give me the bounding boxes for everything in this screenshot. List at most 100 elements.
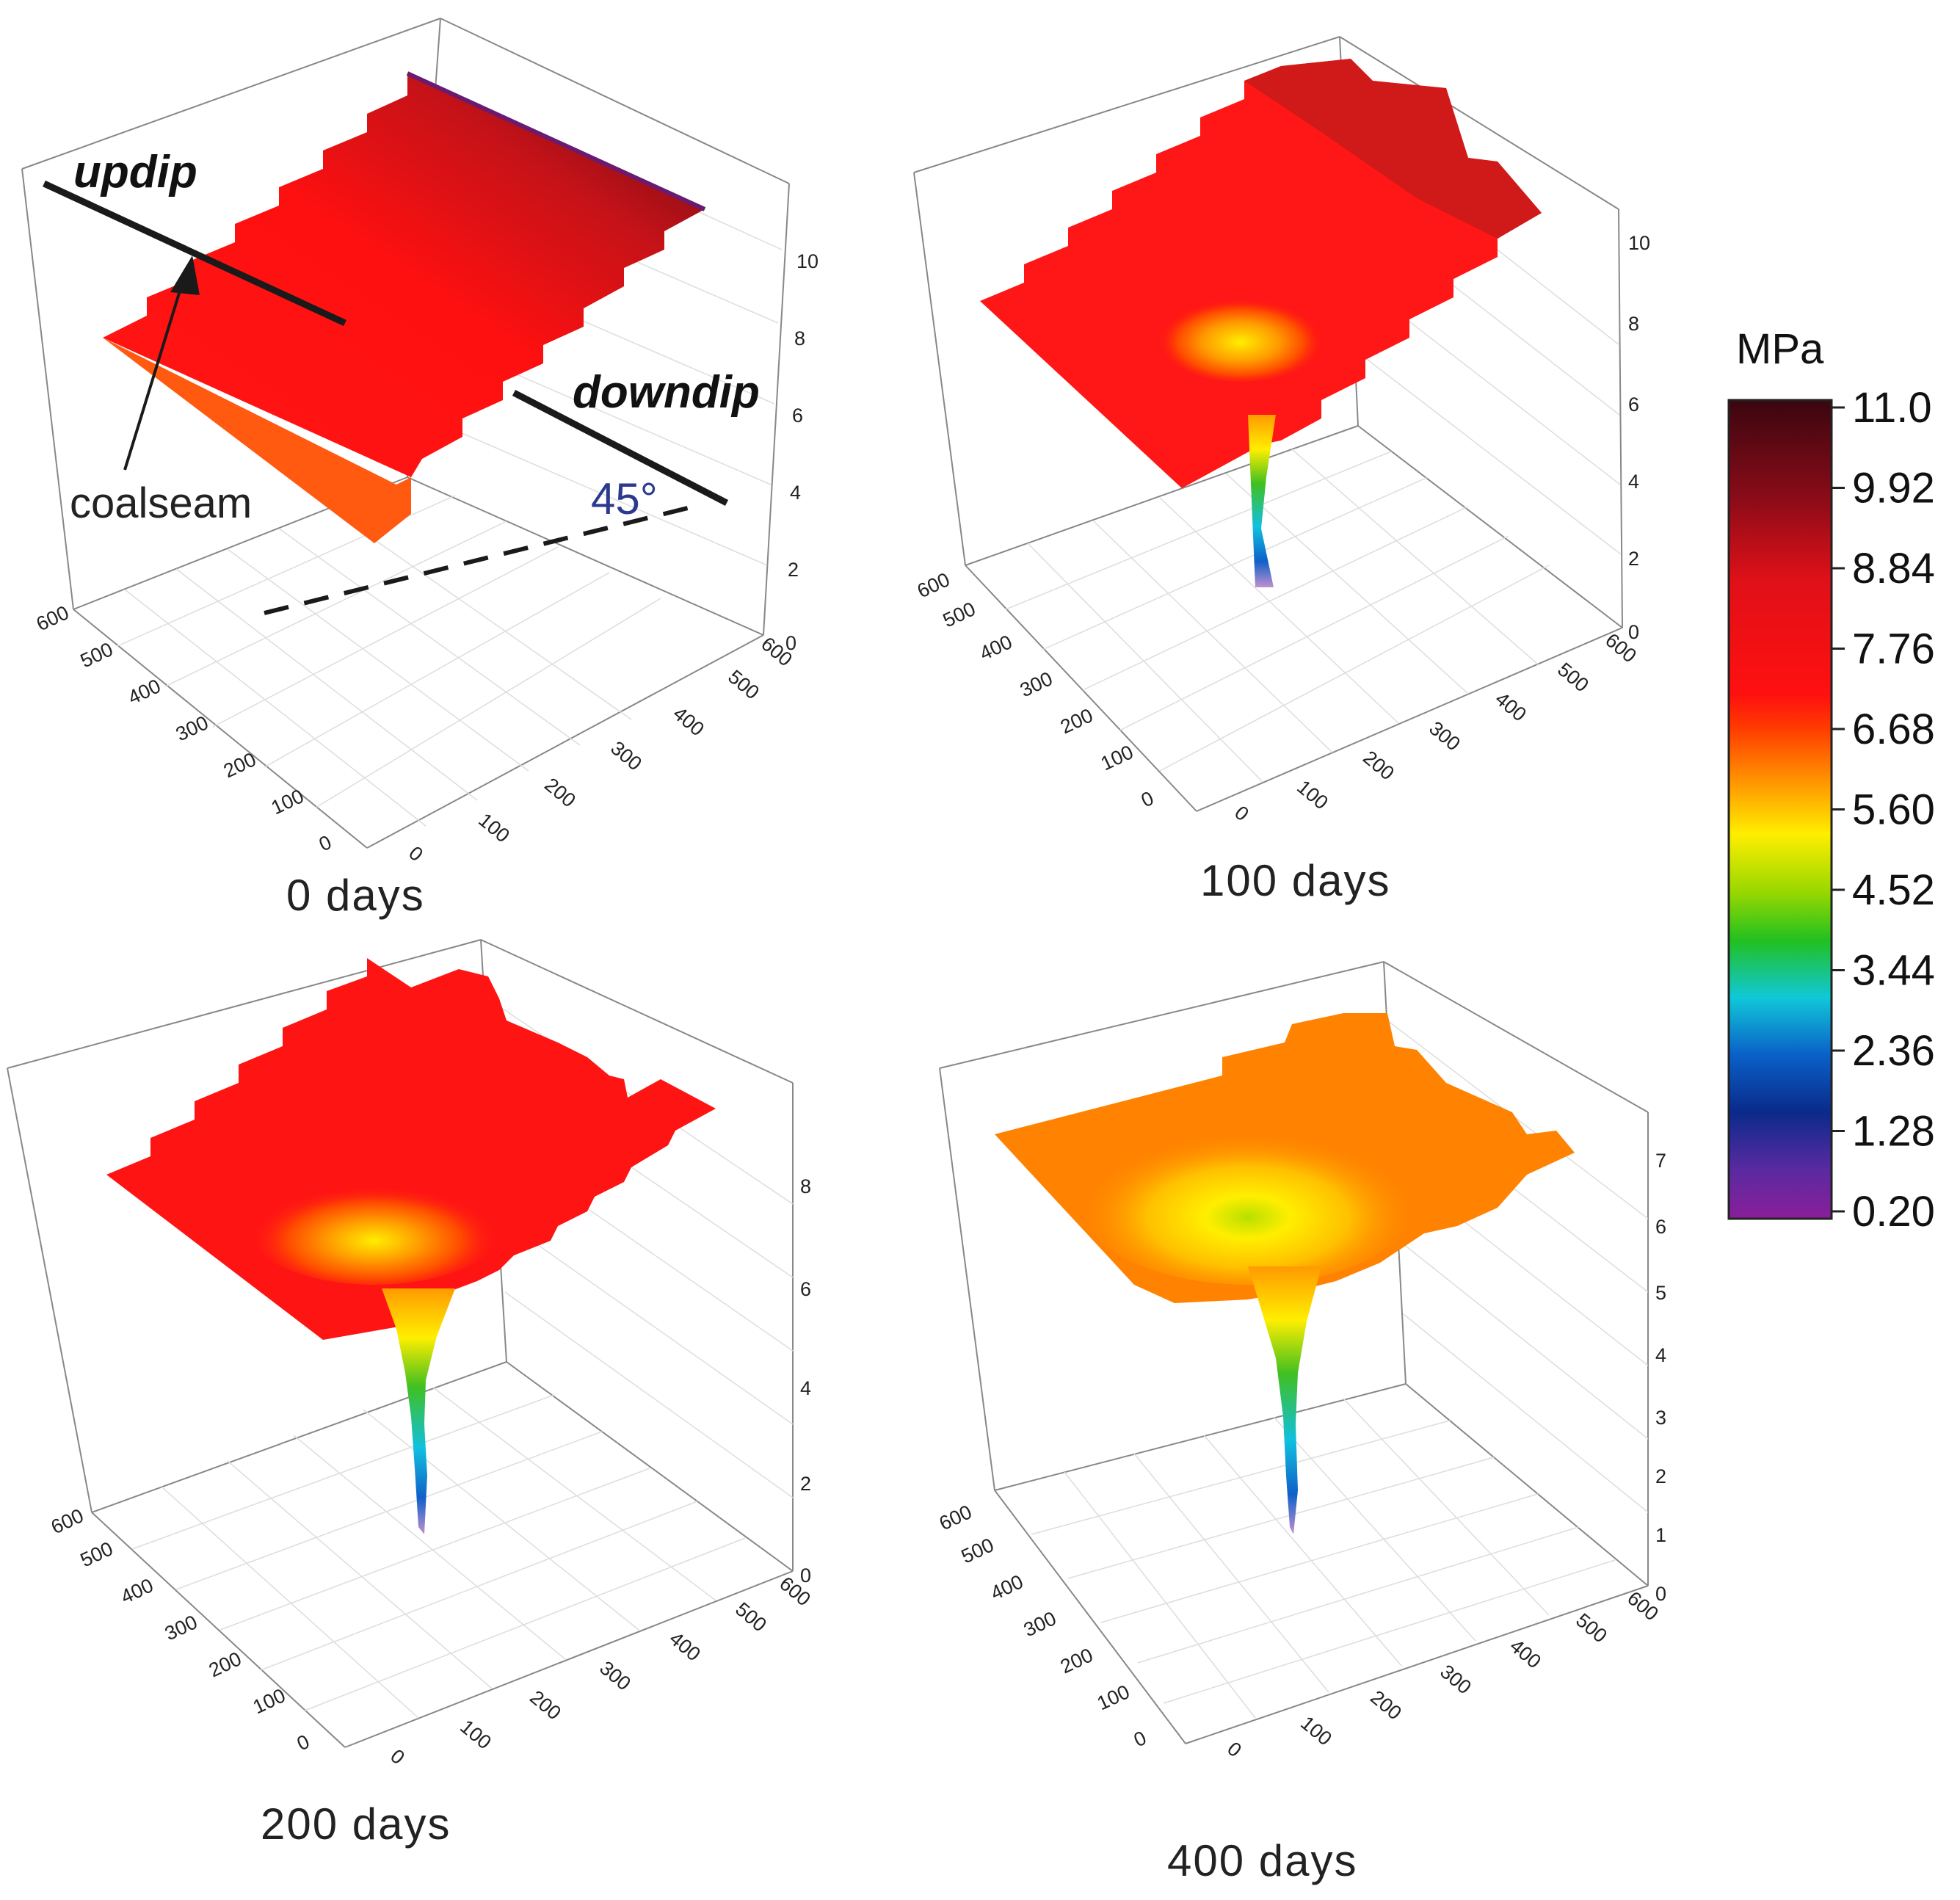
y-tick: 500 (940, 598, 979, 631)
y-tick: 400 (117, 1574, 157, 1608)
x-tick: 400 (665, 1628, 705, 1666)
z-tick: 0 (785, 632, 796, 654)
panel-400-caption: 400 days (1167, 1836, 1358, 1885)
z-tick: 2 (788, 559, 799, 581)
panel-100-x-ticks: 0 100 200 300 400 500 600 (1230, 629, 1641, 826)
panel-400-z-ticks: 0 1 2 3 4 5 6 7 (1655, 1150, 1666, 1605)
y-tick: 100 (268, 785, 308, 819)
downdip-label: downdip (573, 367, 760, 418)
panel-200-z-ticks: 0 2 4 6 8 (800, 1175, 811, 1587)
z-tick: 0 (1655, 1583, 1666, 1605)
y-tick: 600 (48, 1504, 87, 1538)
x-tick: 200 (540, 774, 580, 812)
z-tick: 3 (1655, 1407, 1666, 1429)
panel-0-caption: 0 days (286, 871, 425, 920)
z-tick: 1 (1655, 1524, 1666, 1546)
y-tick: 300 (1017, 667, 1056, 701)
z-tick: 4 (1628, 471, 1639, 493)
y-tick: 500 (77, 1537, 117, 1571)
x-tick: 400 (1506, 1635, 1545, 1673)
z-tick: 4 (800, 1377, 811, 1399)
panel-400-x-ticks: 0 100 200 300 400 500 600 (1223, 1587, 1663, 1762)
panel-100-cone-spike (1248, 415, 1276, 587)
x-tick: 500 (731, 1598, 771, 1636)
x-tick: 500 (724, 666, 763, 704)
panel-200-surface (106, 958, 716, 1340)
colorbar-tick-label: 0.20 (1852, 1188, 1935, 1236)
panel-100-y-ticks: 0 100 200 300 400 500 600 (914, 568, 1157, 811)
z-tick: 6 (1655, 1216, 1666, 1238)
colorbar-tick-label: 5.60 (1852, 786, 1935, 834)
panel-400-cone-spike (1248, 1266, 1321, 1534)
z-tick: 0 (1628, 621, 1639, 643)
z-tick: 6 (792, 405, 803, 427)
x-tick: 400 (1491, 688, 1531, 726)
y-tick: 500 (77, 638, 117, 672)
panel-100-days: 0 2 4 6 8 10 0 100 200 300 400 500 600 0… (913, 36, 1650, 905)
y-tick: 200 (206, 1647, 245, 1681)
x-tick: 100 (456, 1716, 496, 1754)
angle-label: 45° (591, 474, 658, 523)
z-tick: 8 (800, 1175, 811, 1197)
y-tick: 600 (936, 1501, 976, 1534)
x-tick: 0 (1223, 1738, 1246, 1762)
y-tick: 600 (33, 601, 73, 635)
colorbar-tick-label: 9.92 (1852, 465, 1935, 512)
panel-400-days: 0 1 2 3 4 5 6 7 0 100 200 300 400 500 60… (936, 961, 1666, 1885)
x-tick: 300 (1425, 717, 1464, 755)
panel-400-y-ticks: 0 100 200 300 400 500 600 (936, 1501, 1150, 1751)
y-tick: 400 (976, 631, 1016, 664)
y-tick: 200 (1057, 1644, 1097, 1678)
x-tick: 100 (474, 809, 514, 847)
x-tick: 500 (1572, 1609, 1611, 1647)
y-tick: 500 (958, 1534, 998, 1567)
y-tick: 0 (316, 831, 335, 856)
dashed-angle-line (264, 504, 694, 615)
panel-0-days: updip downdip coalseam 45° 0 2 4 6 8 10 … (21, 18, 819, 920)
y-tick: 200 (220, 748, 260, 782)
z-tick: 8 (794, 327, 805, 349)
panel-400-grid (1031, 1020, 1649, 1719)
z-tick: 4 (1655, 1344, 1666, 1366)
panel-200-cone-spike (382, 1288, 455, 1534)
y-tick: 200 (1057, 704, 1097, 738)
x-tick: 300 (595, 1657, 635, 1695)
colorbar-tick-label: 7.76 (1852, 626, 1935, 673)
panel-100-upper-shade (1244, 59, 1542, 239)
panel-0-surface (103, 73, 705, 477)
panel-200-days: 0 2 4 6 8 0 100 200 300 400 500 600 0 10… (7, 939, 815, 1849)
panel-100-caption: 100 days (1200, 856, 1391, 905)
panel-400-frame (939, 961, 1649, 1744)
z-tick: 2 (1655, 1465, 1666, 1487)
y-tick: 100 (1094, 1680, 1133, 1714)
z-tick: 8 (1628, 313, 1639, 335)
y-tick: 0 (294, 1730, 313, 1755)
z-tick: 5 (1655, 1282, 1666, 1304)
z-tick: 6 (1628, 394, 1639, 416)
y-tick: 100 (1097, 741, 1137, 775)
colorbar-ticks: 11.0 9.92 8.84 7.76 6.68 5.60 4.52 3.44 2.36 1.28… (1832, 384, 1935, 1236)
z-tick: 10 (1628, 232, 1650, 254)
panel-0-grid (117, 87, 783, 827)
z-tick: 4 (790, 482, 801, 504)
colorbar-tick-label: 11.0 (1852, 384, 1932, 432)
x-tick: 0 (1230, 802, 1253, 826)
z-tick: 0 (800, 1564, 811, 1587)
z-tick: 2 (1628, 548, 1639, 570)
panel-200-grid (131, 998, 794, 1719)
x-tick: 100 (1293, 776, 1332, 814)
panel-200-x-ticks: 0 100 200 300 400 500 600 (386, 1573, 815, 1769)
z-tick: 6 (800, 1278, 811, 1300)
y-tick: 300 (161, 1611, 201, 1645)
coalseam-label: coalseam (70, 479, 252, 527)
panel-200-caption: 200 days (261, 1799, 451, 1849)
y-tick: 400 (125, 675, 164, 708)
x-tick: 100 (1296, 1712, 1336, 1750)
colorbar-tick-label: 4.52 (1852, 866, 1935, 914)
x-tick: 500 (1553, 659, 1593, 697)
z-tick: 7 (1655, 1150, 1666, 1172)
z-tick: 2 (800, 1473, 811, 1495)
x-tick: 300 (606, 737, 646, 775)
updip-label: updip (73, 147, 197, 197)
